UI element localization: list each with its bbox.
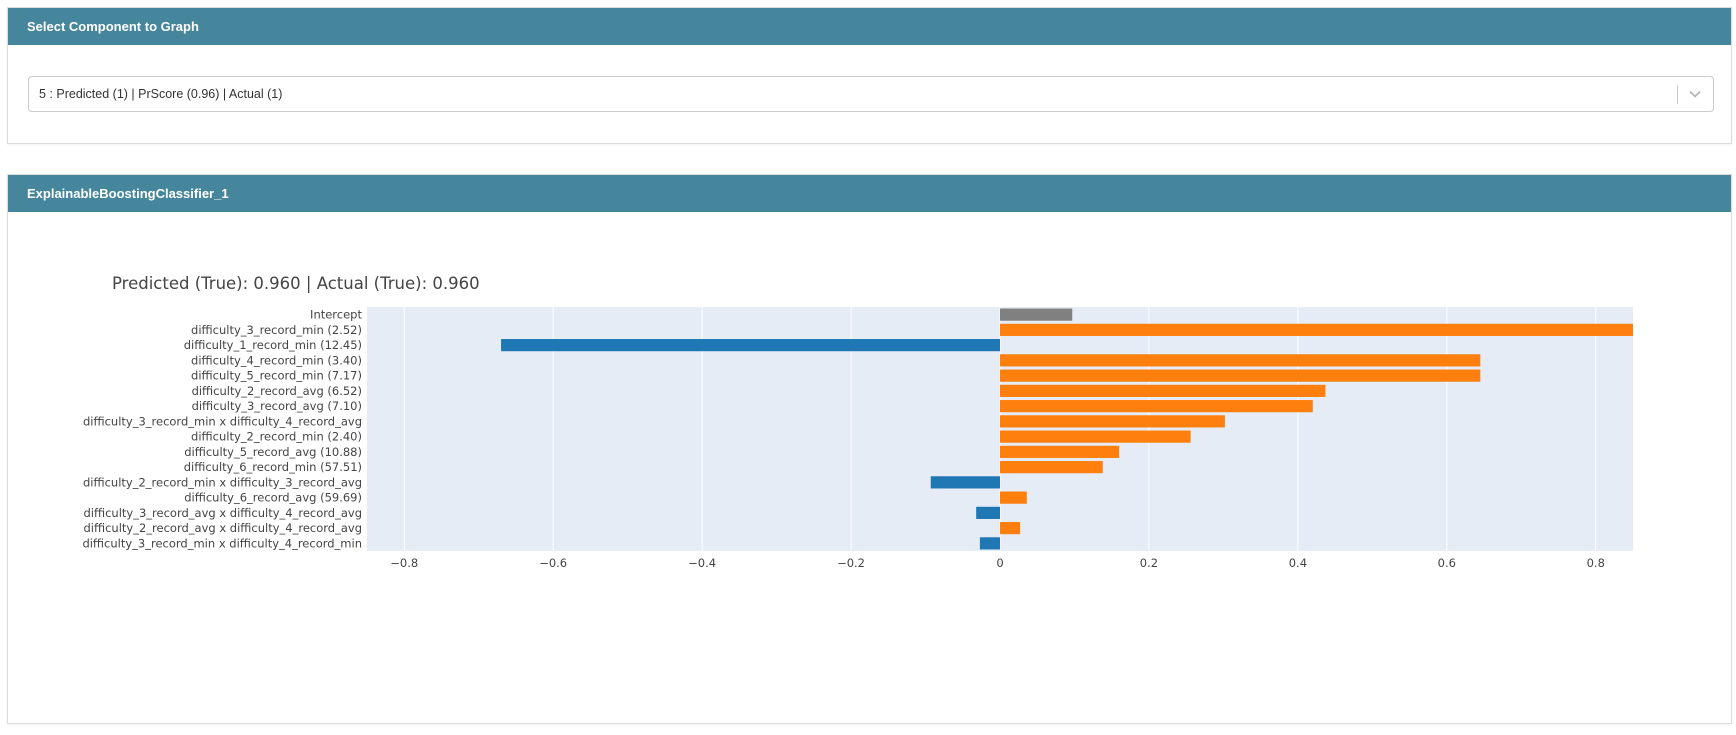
x-tick-label: −0.6 <box>539 556 567 570</box>
graph-panel-header: ExplainableBoostingClassifier_1 <box>8 175 1731 212</box>
bar[interactable] <box>1000 491 1027 504</box>
bar[interactable] <box>501 339 1000 352</box>
dropdown-separator <box>1677 85 1678 104</box>
bar[interactable] <box>976 506 1000 519</box>
y-tick-label: difficulty_5_record_min (7.17) <box>191 369 362 383</box>
y-tick-label: difficulty_3_record_min x difficulty_4_r… <box>82 536 362 550</box>
x-tick-label: −0.4 <box>688 556 716 570</box>
chart-title: Predicted (True): 0.960 | Actual (True):… <box>112 274 480 293</box>
select-component-header: Select Component to Graph <box>8 8 1731 45</box>
component-dropdown[interactable]: 5 : Predicted (1) | PrScore (0.96) | Act… <box>28 76 1714 112</box>
bar[interactable] <box>1000 369 1481 382</box>
y-tick-label: difficulty_3_record_avg (7.10) <box>192 399 362 413</box>
y-tick-label: difficulty_3_record_min (2.52) <box>191 323 362 337</box>
dropdown-selected-value: 5 : Predicted (1) | PrScore (0.96) | Act… <box>39 87 283 101</box>
y-tick-label: difficulty_5_record_avg (10.88) <box>184 445 362 459</box>
bar[interactable] <box>1000 354 1481 367</box>
x-tick-label: 0.8 <box>1587 556 1605 570</box>
bar[interactable] <box>1000 522 1021 535</box>
y-tick-label: difficulty_3_record_min x difficulty_4_r… <box>83 414 362 428</box>
bar[interactable] <box>1000 445 1120 458</box>
y-tick-label: difficulty_3_record_avg x difficulty_4_r… <box>84 506 363 520</box>
y-tick-label: Intercept <box>310 308 362 322</box>
bar[interactable] <box>1000 323 1633 336</box>
bar[interactable] <box>1000 384 1326 397</box>
bar[interactable] <box>1000 430 1191 443</box>
bar[interactable] <box>979 537 1000 550</box>
y-tick-label: difficulty_2_record_avg (6.52) <box>192 384 362 398</box>
y-tick-label: difficulty_6_record_avg (59.69) <box>184 491 362 505</box>
y-tick-label: difficulty_4_record_min (3.40) <box>191 353 362 367</box>
x-tick-label: 0.2 <box>1140 556 1158 570</box>
x-tick-label: 0.6 <box>1438 556 1456 570</box>
bar[interactable] <box>1000 308 1073 321</box>
y-tick-label: difficulty_2_record_min x difficulty_3_r… <box>83 475 362 489</box>
bar[interactable] <box>1000 461 1103 474</box>
graph-panel: ExplainableBoostingClassifier_1 Predicte… <box>7 174 1732 724</box>
x-tick-label: 0.4 <box>1289 556 1307 570</box>
y-tick-label: difficulty_1_record_min (12.45) <box>184 338 362 352</box>
feature-importance-chart: Predicted (True): 0.960 | Actual (True):… <box>82 274 1633 570</box>
select-component-panel: Select Component to Graph 5 : Predicted … <box>7 7 1732 144</box>
bar[interactable] <box>1000 400 1313 413</box>
chevron-down-icon[interactable] <box>1685 83 1705 105</box>
bar[interactable] <box>1000 415 1225 428</box>
y-tick-label: difficulty_2_record_min (2.40) <box>191 430 362 444</box>
bar[interactable] <box>930 476 1000 489</box>
x-tick-label: 0 <box>996 556 1003 570</box>
y-tick-label: difficulty_2_record_avg x difficulty_4_r… <box>84 521 363 535</box>
x-tick-label: −0.8 <box>390 556 418 570</box>
x-tick-label: −0.2 <box>837 556 865 570</box>
y-tick-label: difficulty_6_record_min (57.51) <box>184 460 362 474</box>
